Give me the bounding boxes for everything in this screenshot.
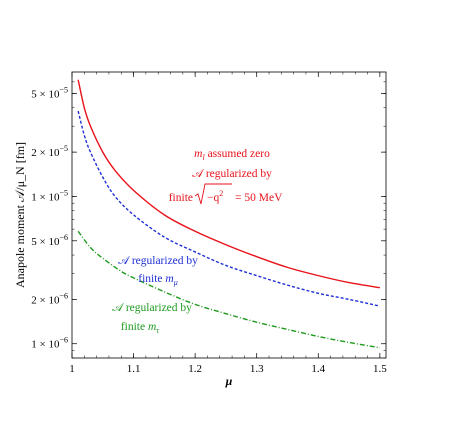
axis-ticks: 1 1.1 1.2 1.3 1.4 1.5 1 × 10−6 2 × 10−6 5 × 10−6… [31, 72, 387, 375]
series-lines [77, 79, 380, 349]
annotation-green-line2: finite mτ [121, 321, 160, 335]
x-tick-label: 1.3 [250, 363, 264, 375]
x-tick-label: 1 [69, 363, 75, 375]
x-tick-label: 1.2 [188, 363, 202, 375]
x-tick-label: 1.4 [311, 363, 325, 375]
annotation-green: 𝒜 regularized by finite mτ [112, 302, 192, 335]
y-axis-label: Anapole moment 𝒜/μ_N [fm] [13, 142, 27, 288]
y-tick-label: 2 × 10−5 [31, 144, 68, 159]
y-tick-label: 2 × 10−6 [31, 291, 68, 306]
annotation-red-line1: ml assumed zero [194, 148, 270, 162]
y-tick-label: 1 × 10−6 [31, 336, 68, 351]
series-line-0 [77, 79, 380, 289]
y-tick-label: 5 × 10−5 [31, 86, 68, 101]
annotation-red-line3-rad: −q2 [207, 189, 223, 204]
annotation-green-line1: 𝒜 regularized by [112, 302, 192, 314]
x-tick-label: 1.1 [127, 363, 141, 375]
annotation-red-line3-pre: finite [169, 192, 193, 204]
annotation-blue-line2: finite mμ [138, 273, 177, 287]
series-line-2 [77, 230, 380, 349]
annotation-blue-line1: 𝒜 regularized by [118, 255, 198, 267]
annotation-red-line3-post: = 50 MeV [235, 192, 283, 204]
radical-sign [194, 183, 232, 205]
annotation-red-line2: 𝒜 regularized by [192, 168, 272, 180]
y-tick-label: 1 × 10−5 [31, 188, 68, 203]
y-tick-label: 5 × 10−6 [31, 233, 68, 248]
annotation-blue: 𝒜 regularized by finite mμ [118, 255, 198, 287]
plot-frame [71, 71, 387, 359]
annotation-red: ml assumed zero 𝒜 regularized by finite … [169, 148, 283, 205]
x-axis-label: μ [225, 374, 233, 388]
x-tick-label: 1.5 [373, 363, 387, 375]
series-line-1 [77, 110, 380, 307]
